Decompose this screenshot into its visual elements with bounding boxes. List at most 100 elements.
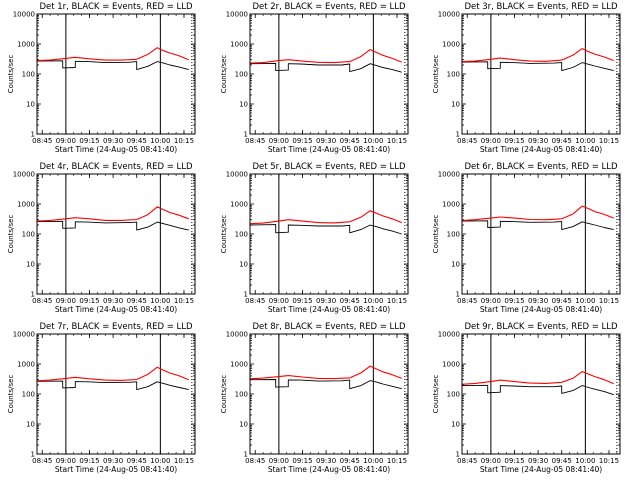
chart-panel-7: Det 7r, BLACK = Events, RED = LLD 1 10 100 1… [7,322,196,474]
y-tick-label: 10 [451,261,460,269]
x-tick-label: 10:15 [599,297,619,305]
x-tick-label: 10:00 [150,137,170,145]
y-tick-label: 10 [239,261,248,269]
series-line-lld [36,206,189,222]
series-line-events [249,379,402,390]
chart-title: Det 4r, BLACK = Events, RED = LLD [39,162,193,172]
chart-panel-4: Det 4r, BLACK = Events, RED = LLD 1 10 100 1… [7,162,196,314]
series-line-lld [461,371,614,385]
y-tick-label: 1 [244,451,248,459]
x-tick-label: 10:15 [599,137,619,145]
x-tick-label: 09:15 [79,137,99,145]
x-axis-label: Start Time (24-Aug-05 08:41:40) [480,305,602,314]
y-axis-label: Counts/sec [220,375,228,414]
plot-frame [36,173,196,295]
y-tick-label: 1000 [17,361,35,369]
y-tick-label: 1 [244,291,248,299]
plot-frame [36,333,196,455]
x-tick-label: 10:00 [575,137,595,145]
x-tick-label: 09:30 [316,457,336,465]
x-tick-label: 08:45 [457,297,477,305]
y-tick-label: 10000 [438,11,460,19]
y-axis-label: Counts/sec [432,375,440,414]
x-tick-label: 09:45 [127,457,147,465]
y-tick-label: 1000 [230,201,248,209]
x-tick-label: 09:45 [340,297,360,305]
series-line-lld [249,210,402,225]
x-tick-label: 09:45 [127,297,147,305]
y-tick-label: 100 [447,391,460,399]
chart-panel-2: Det 2r, BLACK = Events, RED = LLD 1 10 100 1… [220,2,409,154]
y-tick-label: 10000 [226,171,248,179]
chart-panel-9: Det 9r, BLACK = Events, RED = LLD 1 10 100 1… [432,322,621,474]
y-axis-label: Counts/sec [7,215,15,254]
x-tick-label: 09:15 [504,457,524,465]
y-tick-label: 10000 [438,331,460,339]
y-axis-label: Counts/sec [432,215,440,254]
y-tick-label: 10 [239,421,248,429]
y-axis-label: Counts/sec [432,55,440,94]
x-tick-label: 10:15 [599,457,619,465]
x-tick-label: 09:30 [528,297,548,305]
y-tick-label: 10000 [13,331,35,339]
y-tick-label: 1000 [17,41,35,49]
series-line-lld [461,48,614,63]
y-tick-label: 10 [26,261,35,269]
y-tick-label: 1 [456,131,460,139]
x-axis-label: Start Time (24-Aug-05 08:41:40) [268,465,390,474]
y-tick-label: 100 [22,71,35,79]
x-axis-label: Start Time (24-Aug-05 08:41:40) [55,305,177,314]
y-tick-label: 10 [451,101,460,109]
x-tick-label: 09:45 [127,137,147,145]
series-line-lld [249,365,402,380]
x-tick-label: 10:00 [363,297,383,305]
series-line-lld [461,205,614,222]
series-line-events [36,220,189,231]
chart-title: Det 5r, BLACK = Events, RED = LLD [252,162,406,172]
chart-title: Det 2r, BLACK = Events, RED = LLD [252,2,406,12]
x-tick-label: 09:15 [292,297,312,305]
y-tick-label: 10000 [438,171,460,179]
x-tick-label: 09:00 [269,137,289,145]
x-tick-label: 09:30 [103,297,123,305]
x-tick-label: 08:45 [32,297,52,305]
x-tick-label: 09:15 [292,457,312,465]
y-tick-label: 1000 [230,41,248,49]
series-line-events [36,60,189,71]
x-tick-label: 09:30 [528,457,548,465]
y-tick-label: 1 [31,131,35,139]
x-tick-label: 09:15 [292,137,312,145]
x-tick-label: 10:00 [363,137,383,145]
x-tick-label: 09:30 [316,137,336,145]
y-axis-label: Counts/sec [220,55,228,94]
x-tick-label: 08:45 [32,137,52,145]
y-tick-label: 1 [456,291,460,299]
plot-frame [461,13,621,135]
x-tick-label: 09:00 [481,137,501,145]
chart-title: Det 3r, BLACK = Events, RED = LLD [464,2,618,12]
x-tick-label: 09:30 [103,457,123,465]
plot-frame [249,173,409,295]
x-tick-label: 10:00 [575,297,595,305]
plot-frame [249,13,409,135]
x-tick-label: 09:15 [504,137,524,145]
chart-title: Det 9r, BLACK = Events, RED = LLD [464,322,618,332]
y-tick-label: 100 [22,231,35,239]
y-tick-label: 10 [26,101,35,109]
y-tick-label: 1 [31,291,35,299]
y-axis-label: Counts/sec [220,215,228,254]
x-tick-label: 08:45 [245,297,265,305]
chart-panel-6: Det 6r, BLACK = Events, RED = LLD 1 10 100 1… [432,162,621,314]
x-tick-label: 10:15 [174,137,194,145]
x-tick-label: 10:15 [387,297,407,305]
x-tick-label: 10:15 [387,137,407,145]
x-axis-label: Start Time (24-Aug-05 08:41:40) [480,145,602,154]
x-tick-label: 09:00 [56,297,76,305]
y-tick-label: 1000 [442,41,460,49]
x-tick-label: 09:00 [269,297,289,305]
series-line-lld [249,49,402,64]
chart-title: Det 6r, BLACK = Events, RED = LLD [464,162,618,172]
x-tick-label: 10:00 [363,457,383,465]
x-tick-label: 10:00 [150,457,170,465]
